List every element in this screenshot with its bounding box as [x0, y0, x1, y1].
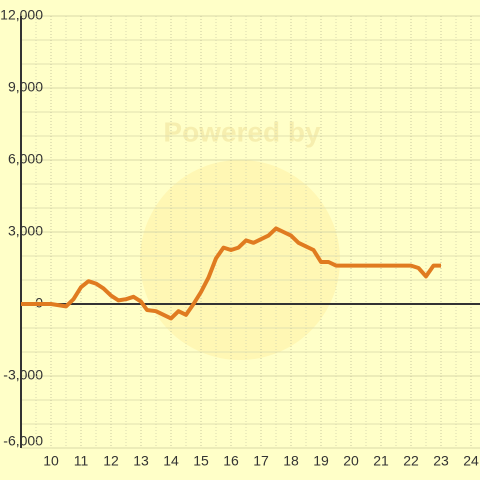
watermark-logo [140, 160, 340, 360]
x-tick-label: 10 [43, 453, 59, 469]
x-tick-label: 12 [103, 453, 119, 469]
x-tick-label: 21 [373, 453, 389, 469]
y-tick-label: 3,000 [8, 223, 43, 239]
x-tick-label: 18 [283, 453, 299, 469]
x-tick-label: 17 [253, 453, 269, 469]
y-tick-label: -3,000 [3, 367, 43, 383]
watermark: Powered by [163, 116, 321, 147]
x-tick-label: 14 [163, 453, 179, 469]
x-tick-label: 23 [433, 453, 449, 469]
y-tick-label: 6,000 [8, 151, 43, 167]
data-line [21, 226, 441, 321]
x-tick-label: 22 [403, 453, 419, 469]
x-tick-label: 13 [133, 453, 149, 469]
y-tick-label: 12,000 [0, 7, 43, 23]
x-tick-label: 24 [463, 453, 479, 469]
y-tick-label: 9,000 [8, 79, 43, 95]
x-tick-label: 16 [223, 453, 239, 469]
x-tick-label: 11 [74, 453, 89, 469]
x-tick-label: 19 [313, 453, 329, 469]
x-tick-label: 20 [343, 453, 359, 469]
x-tick-label: 15 [193, 453, 209, 469]
y-tick-label: -6,000 [3, 433, 43, 449]
